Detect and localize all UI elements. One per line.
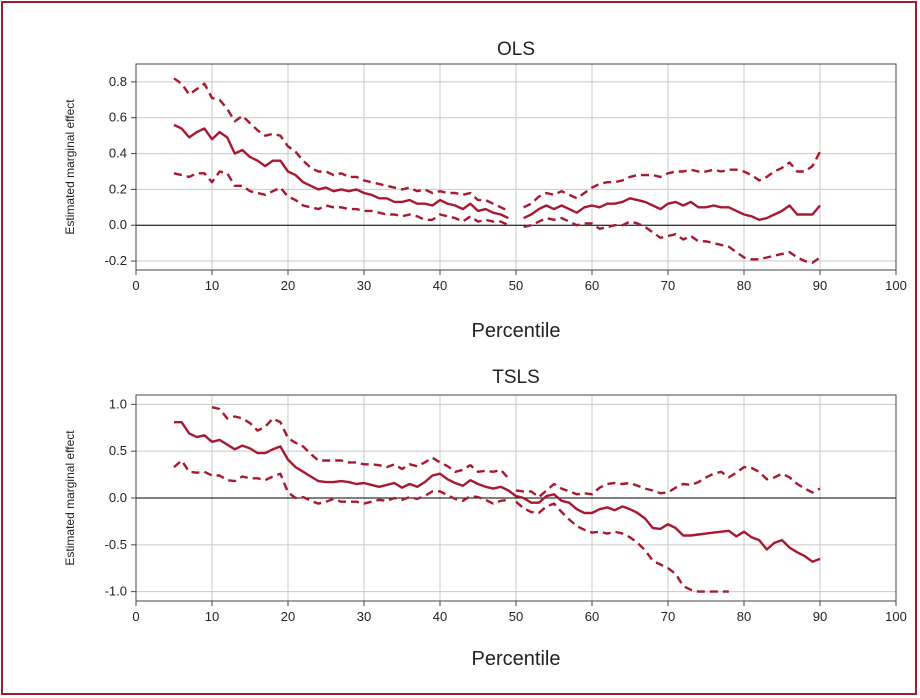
y-tick-label: 0.0	[109, 490, 127, 505]
x-tick-label: 60	[585, 609, 599, 624]
x-tick-label: 80	[737, 609, 751, 624]
y-tick-label: 0.4	[109, 146, 127, 161]
x-tick-label: 100	[885, 278, 907, 293]
series-line-upper	[173, 77, 822, 212]
y-tick-label: 0.2	[109, 181, 127, 196]
y-tick-label: -0.5	[105, 537, 127, 552]
x-tick-label: 0	[132, 278, 139, 293]
x-tick-label: 20	[281, 278, 295, 293]
y-tick-label: 0.0	[109, 217, 127, 232]
series-line-estimate	[173, 123, 821, 221]
x-tick-label: 0	[132, 609, 139, 624]
y-tick-label: 0.6	[109, 110, 127, 125]
x-tick-label: 80	[737, 278, 751, 293]
x-tick-label: 30	[357, 278, 371, 293]
x-tick-label: 10	[205, 278, 219, 293]
series-line-upper	[211, 406, 821, 499]
x-tick-label: 50	[509, 609, 523, 624]
x-tick-label: 90	[813, 609, 827, 624]
chart-title: TSLS	[492, 367, 540, 388]
y-tick-label: -0.2	[105, 253, 127, 268]
y-tick-label: -1.0	[105, 584, 127, 599]
y-tick-label: 0.5	[109, 443, 127, 458]
x-tick-label: 90	[813, 278, 827, 293]
y-axis-label: Estimated marginal effect	[63, 430, 77, 566]
x-tick-label: 70	[661, 609, 675, 624]
x-tick-label: 30	[357, 609, 371, 624]
x-tick-label: 50	[509, 278, 523, 293]
x-tick-label: 60	[585, 278, 599, 293]
x-axis-label: Percentile	[472, 320, 561, 342]
x-tick-label: 10	[205, 609, 219, 624]
series-line-estimate	[174, 421, 821, 563]
x-tick-label: 100	[885, 609, 907, 624]
y-axis-label: Estimated marginal effect	[63, 99, 77, 235]
y-tick-label: 1.0	[109, 396, 127, 411]
x-tick-label: 40	[433, 278, 447, 293]
x-axis-label: Percentile	[472, 648, 561, 670]
series-line-lower	[173, 459, 729, 593]
x-tick-label: 20	[281, 609, 295, 624]
chart-title: OLS	[497, 39, 535, 60]
series-line-lower	[173, 170, 821, 264]
y-tick-label: 0.8	[109, 74, 127, 89]
x-tick-label: 40	[433, 609, 447, 624]
x-tick-label: 70	[661, 278, 675, 293]
